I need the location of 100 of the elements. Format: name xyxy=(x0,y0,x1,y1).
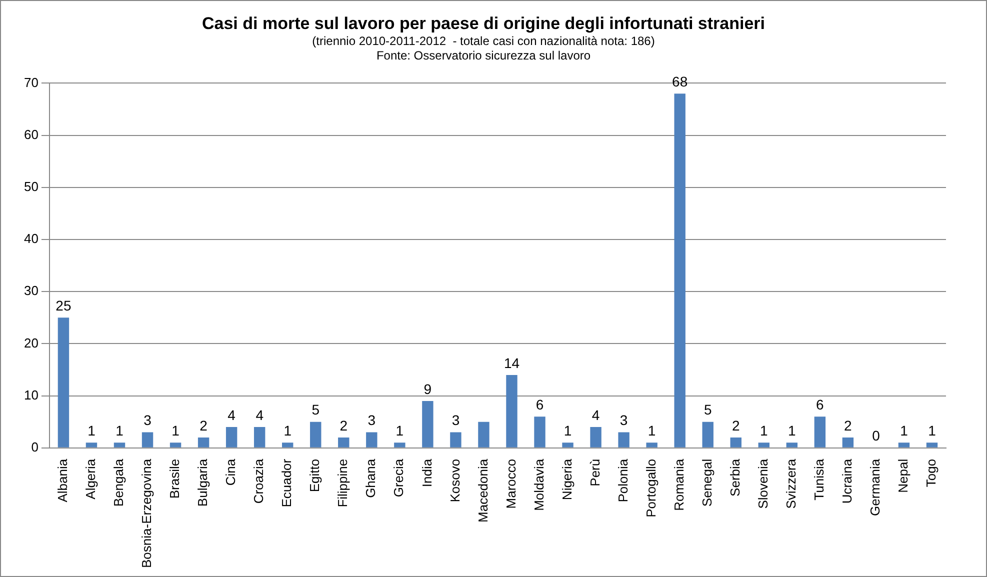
x-tick-label: Nepal xyxy=(896,458,911,493)
data-label: 1 xyxy=(116,422,124,439)
bar xyxy=(86,442,98,448)
bar xyxy=(226,427,238,448)
data-label: 2 xyxy=(844,417,852,434)
x-tick-label: Serbia xyxy=(727,458,742,496)
y-tick-label: 20 xyxy=(24,335,38,350)
data-label: 2 xyxy=(732,417,740,434)
bar xyxy=(814,416,826,448)
bar xyxy=(450,432,462,448)
x-tick-label: Moldavia xyxy=(531,458,546,511)
bar xyxy=(198,437,210,448)
x-tick-label: Slovenia xyxy=(755,458,770,509)
bar xyxy=(590,427,602,448)
x-tick-label: Ucraina xyxy=(840,458,855,504)
x-tick-label: Polonia xyxy=(615,458,630,502)
y-tick-label: 30 xyxy=(24,283,38,298)
data-label: 1 xyxy=(928,422,936,439)
bar xyxy=(562,442,574,448)
data-label: 14 xyxy=(504,354,520,371)
bar xyxy=(114,442,126,448)
x-tick-label: Portogallo xyxy=(643,458,658,518)
y-tick-label: 50 xyxy=(24,178,38,194)
bar xyxy=(58,318,70,448)
bar xyxy=(842,437,854,448)
data-label: 3 xyxy=(144,412,152,428)
bar xyxy=(282,442,294,448)
x-tick-label: Grecia xyxy=(391,458,406,498)
x-tick-label: Ecuador xyxy=(279,458,294,508)
source-note: Fonte: Osservatorio sicurezza sul lavoro xyxy=(376,48,591,62)
x-tick-label: Svizzera xyxy=(783,458,798,509)
chart-subtitle: (triennio 2010-2011-2012 - totale casi con nazionalità nota: 186) xyxy=(312,34,655,48)
x-tick-label: Togo xyxy=(924,458,939,488)
bar xyxy=(646,442,658,448)
bar xyxy=(394,442,406,448)
data-label: 6 xyxy=(816,396,824,412)
x-tick-label: Marocco xyxy=(503,458,518,509)
bar xyxy=(254,427,266,448)
data-label: 0 xyxy=(872,428,880,444)
y-tick-label: 10 xyxy=(24,387,38,402)
x-tick-label: Croazia xyxy=(251,458,266,504)
data-label: 2 xyxy=(200,417,208,434)
x-tick-label: Nigeria xyxy=(559,458,574,500)
bar xyxy=(506,374,518,448)
bar xyxy=(338,437,350,448)
bar xyxy=(422,400,434,448)
bar xyxy=(366,432,378,448)
data-label: 1 xyxy=(900,422,908,439)
bar xyxy=(674,94,686,448)
data-label: 6 xyxy=(536,396,544,412)
x-tick-label: Egitto xyxy=(307,458,322,492)
x-tick-label: Romania xyxy=(671,458,686,511)
bar xyxy=(898,442,910,448)
data-label: 1 xyxy=(284,422,292,439)
chart-title: Casi di morte sul lavoro per paese di origine degli infortunati stranieri xyxy=(202,14,766,33)
data-label: 68 xyxy=(672,73,688,90)
x-tick-label: Tunisia xyxy=(812,458,826,500)
x-tick-label: Cina xyxy=(223,458,238,486)
x-tick-label: Albania xyxy=(55,458,70,502)
x-tick-label: Ghana xyxy=(363,458,378,498)
data-label: 4 xyxy=(256,406,264,423)
bar xyxy=(786,442,798,448)
x-tick-label: Perù xyxy=(587,458,602,486)
bar xyxy=(926,442,938,448)
x-tick-label: Kosovo xyxy=(447,458,462,502)
data-label: 1 xyxy=(760,422,768,439)
bar xyxy=(618,432,630,448)
data-label: 3 xyxy=(368,412,376,428)
data-label: 4 xyxy=(592,406,600,423)
bar xyxy=(730,437,742,448)
data-label: 5 xyxy=(704,402,712,418)
data-label: 2 xyxy=(340,417,348,434)
data-label: 5 xyxy=(312,402,320,418)
data-label: 1 xyxy=(396,422,404,439)
data-label: 1 xyxy=(788,422,796,439)
bar xyxy=(702,422,714,448)
bar xyxy=(142,432,154,448)
y-tick-label: 60 xyxy=(24,126,38,142)
y-tick-label: 0 xyxy=(31,439,38,454)
x-tick-label: Senegal xyxy=(699,458,714,507)
bar xyxy=(310,422,322,448)
data-label: 3 xyxy=(620,412,628,428)
data-label: 1 xyxy=(564,422,572,439)
bar xyxy=(170,442,182,448)
x-tick-label: Brasile xyxy=(167,458,182,499)
bar xyxy=(478,422,490,448)
data-label: 1 xyxy=(648,422,656,439)
data-label: 1 xyxy=(88,422,96,439)
data-label: 3 xyxy=(452,412,460,428)
x-tick-label: Germania xyxy=(868,458,883,516)
data-label: 25 xyxy=(56,298,72,314)
x-tick-label: Filippine xyxy=(335,458,350,508)
data-label: 4 xyxy=(228,406,236,423)
bar xyxy=(758,442,770,448)
y-tick-label: 40 xyxy=(24,231,38,246)
x-tick-label: Macedonia xyxy=(475,458,490,522)
x-tick-label: Bosnia-Erzegovina xyxy=(139,458,154,568)
bar xyxy=(534,416,546,448)
x-tick-label: Bengala xyxy=(111,458,126,507)
x-tick-label: Bulgaria xyxy=(195,458,210,507)
